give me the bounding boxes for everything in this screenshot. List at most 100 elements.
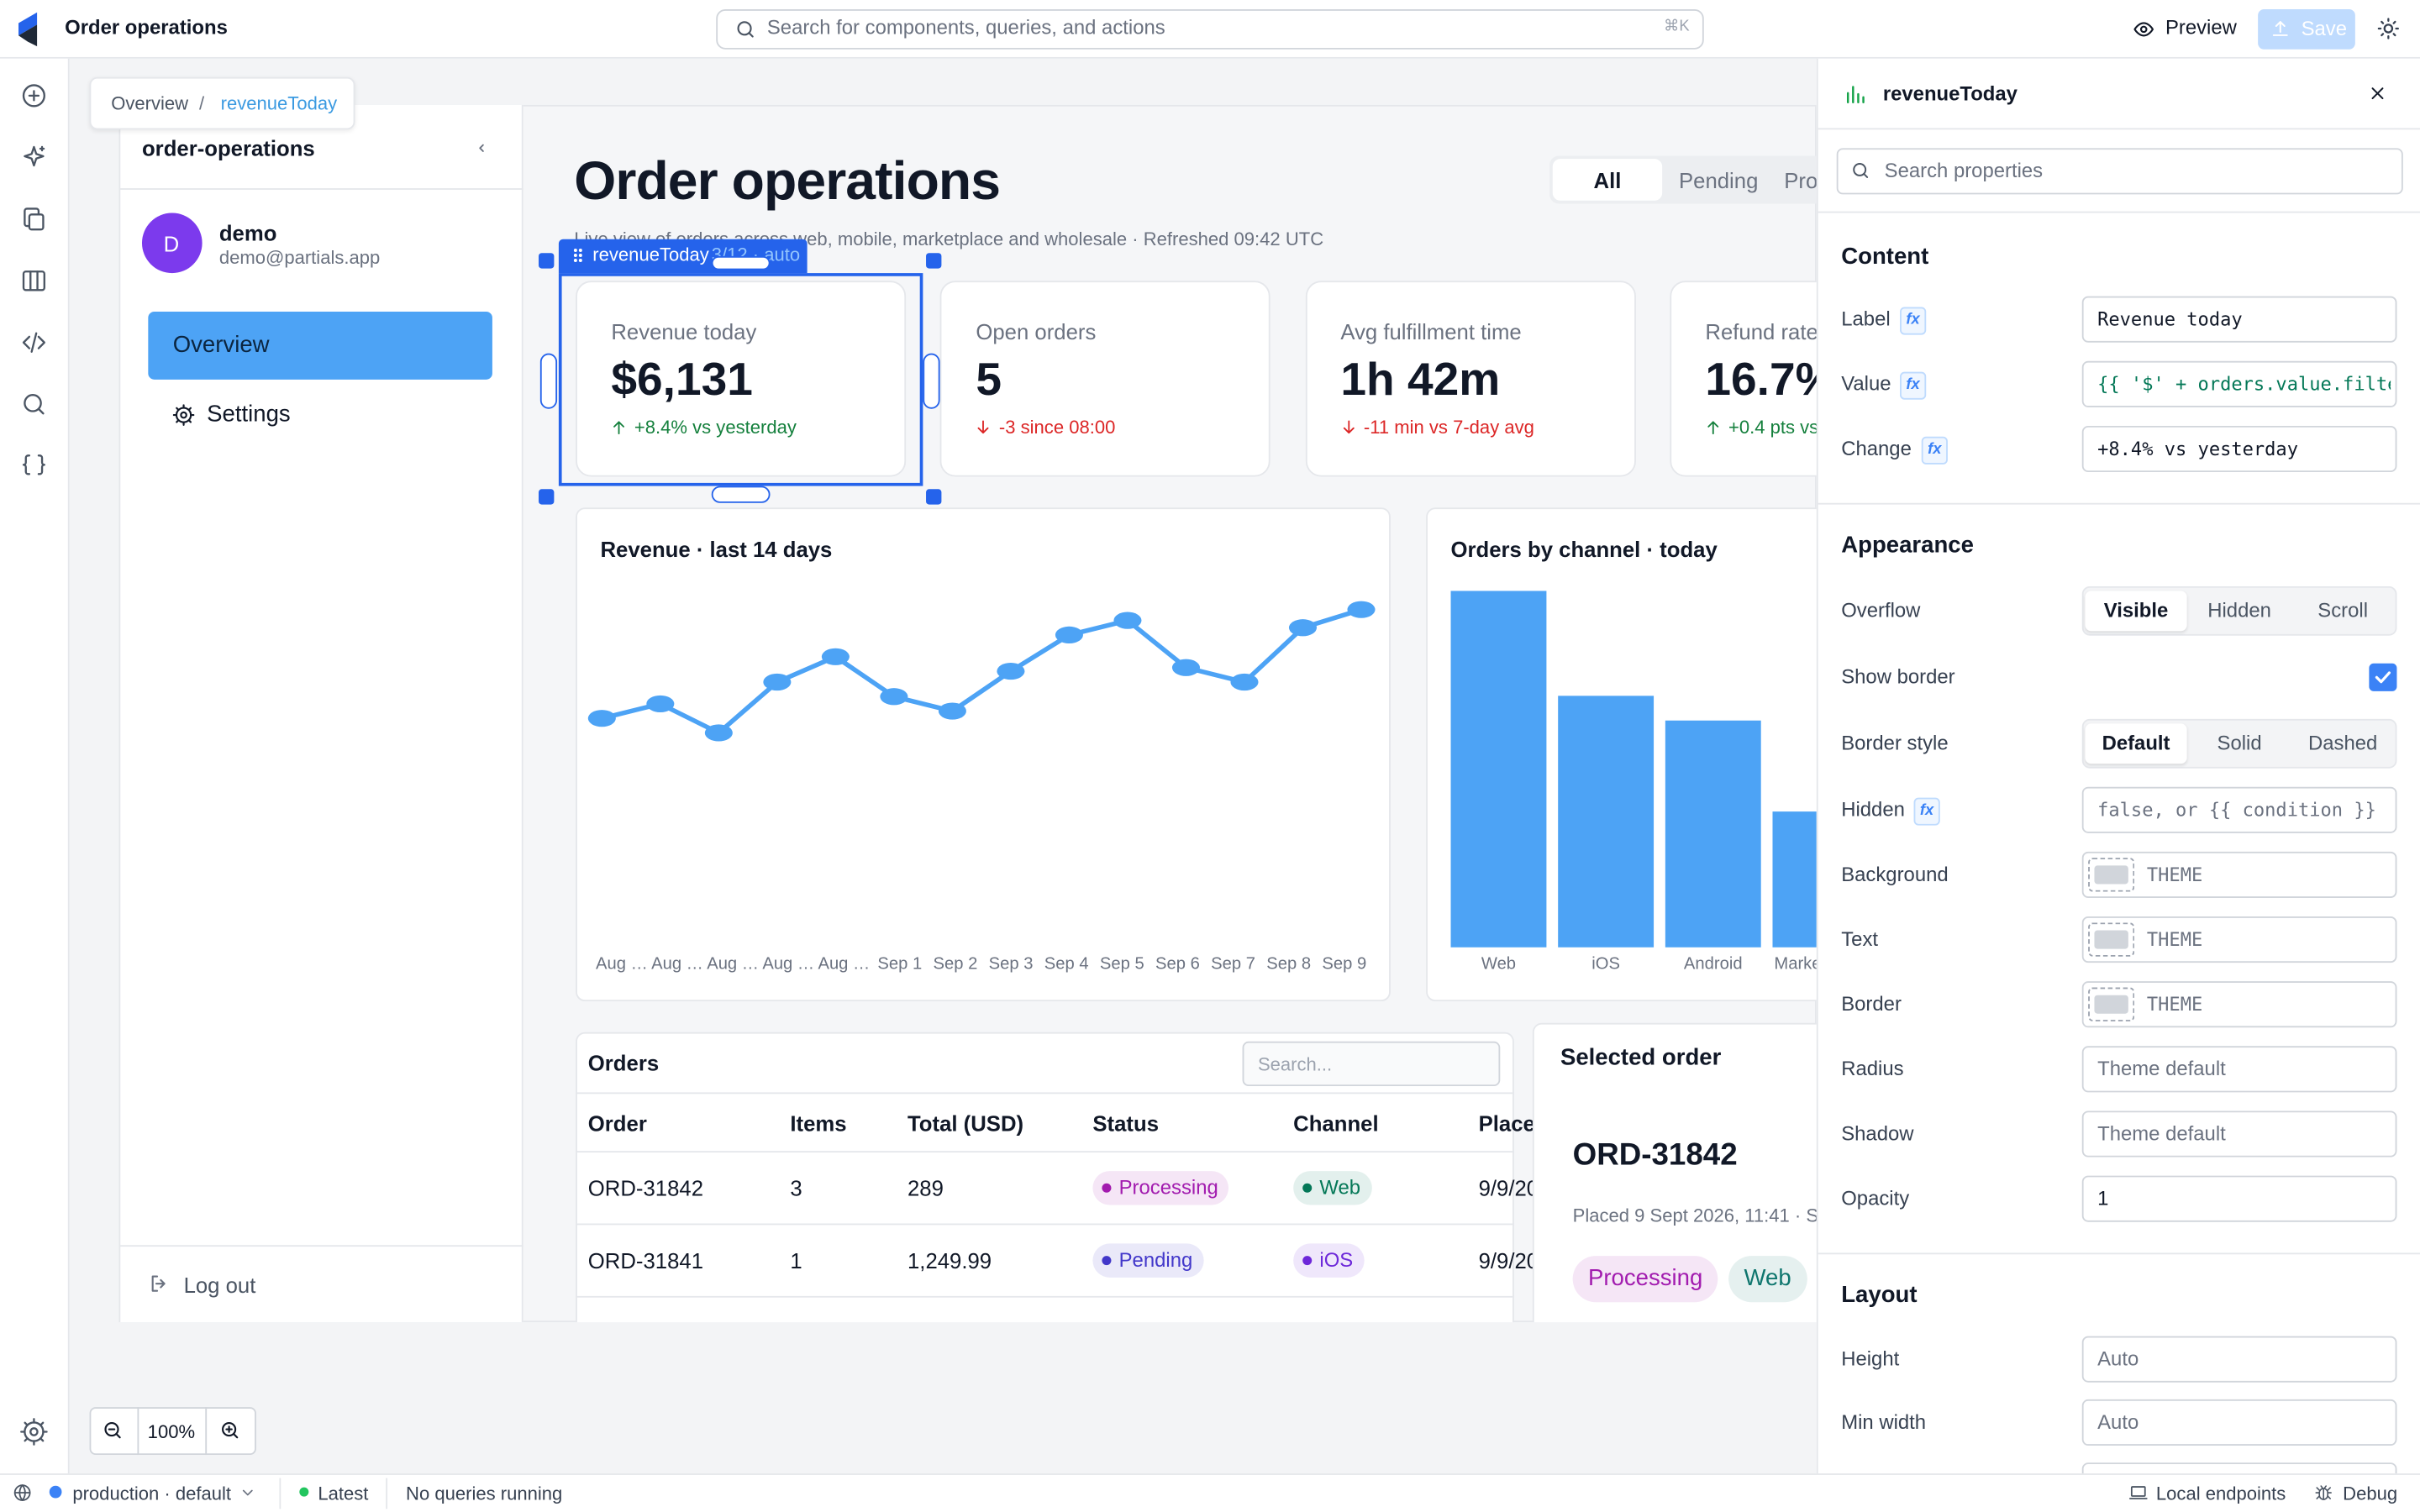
nav-item[interactable]: Settings: [207, 401, 291, 428]
trend-arrow: [1707, 421, 1719, 435]
selection-outline: [558, 273, 923, 486]
data-point: [880, 688, 908, 706]
fx-toggle[interactable]: fx: [1900, 371, 1927, 400]
sidebar: [118, 104, 523, 1323]
fx-toggle[interactable]: fx: [1900, 307, 1927, 335]
icon-part: [748, 32, 754, 38]
line-series: [601, 607, 1362, 736]
component-name: revenueToday: [1882, 81, 2018, 105]
property-input[interactable]: [2081, 786, 2397, 833]
property-search[interactable]: [1836, 148, 2403, 195]
badge: iOS: [1293, 1243, 1365, 1278]
rail-icon: [22, 270, 45, 291]
table-search[interactable]: [1242, 1041, 1501, 1087]
icon-part: [578, 253, 582, 257]
kpi-card[interactable]: [940, 281, 1271, 477]
x-tick-label: Aug 27: [595, 954, 649, 974]
nav-item[interactable]: Overview: [172, 331, 270, 359]
resize-handle-side[interactable]: [923, 353, 940, 409]
icon-part: [479, 144, 484, 152]
icon-part: [28, 90, 40, 102]
search-placeholder: Search for components, queries, and acti…: [766, 15, 1165, 39]
icon-part: [22, 84, 45, 108]
tab[interactable]: Pending: [1678, 168, 1759, 193]
bar: [1665, 720, 1761, 948]
color-value: THEME: [2146, 993, 2203, 1016]
card-title: Selected order: [1560, 1044, 1722, 1071]
tab[interactable]: All: [1593, 168, 1622, 193]
icon-part: [28, 213, 45, 231]
zoom-out: [104, 1422, 121, 1439]
save-button[interactable]: [2258, 9, 2355, 50]
x-tick-label: Web: [1481, 954, 1517, 974]
color-value: THEME: [2146, 864, 2203, 886]
segment-option[interactable]: Scroll: [2317, 598, 2369, 622]
kpi-label: Revenue today: [611, 319, 757, 344]
component-icon: [1846, 86, 1865, 104]
resize-handle[interactable]: [539, 253, 555, 269]
color-value: THEME: [2146, 928, 2203, 951]
property-input[interactable]: [2081, 916, 2397, 963]
data-point: [704, 724, 733, 742]
global-search[interactable]: [716, 9, 1704, 50]
nav-item-active[interactable]: [148, 312, 492, 380]
divider: [1818, 128, 2420, 130]
property-input[interactable]: [2081, 360, 2397, 407]
preview-button[interactable]: Preview: [2165, 15, 2237, 39]
x-tick-label: Sep 6: [1155, 954, 1200, 974]
field-label: Value: [1841, 371, 1891, 396]
kpi-card[interactable]: [576, 281, 907, 477]
property-search-placeholder: Search properties: [1884, 159, 2044, 182]
icon-part: [222, 1422, 237, 1437]
x-tick-label: Aug 30: [762, 954, 815, 974]
kpi-card[interactable]: [1305, 281, 1636, 477]
property-input[interactable]: [2081, 1399, 2397, 1446]
kpi-value: 1h 42m: [1340, 354, 1501, 407]
segment-option[interactable]: Visible: [2103, 598, 2169, 622]
resize-handle-side[interactable]: [539, 353, 558, 409]
badge-dot: [1302, 1256, 1313, 1266]
fx-toggle[interactable]: fx: [1913, 797, 1940, 826]
property-input[interactable]: [2081, 851, 2397, 898]
data-point: [1230, 673, 1259, 691]
kpi-card[interactable]: [1670, 281, 1817, 477]
segment-active-bg: [2085, 591, 2187, 632]
debug-button[interactable]: Debug: [2343, 1483, 2398, 1504]
icon-part: [151, 1275, 166, 1292]
property-input[interactable]: [2081, 1175, 2397, 1222]
resize-handle[interactable]: [926, 253, 942, 269]
resize-handle[interactable]: [926, 489, 942, 505]
fx-toggle[interactable]: fx: [1921, 436, 1948, 465]
property-input[interactable]: [2081, 296, 2397, 343]
logout-button[interactable]: Log out: [183, 1273, 256, 1298]
resize-handle-edge[interactable]: [711, 255, 771, 270]
field-label: Border style: [1841, 731, 1949, 755]
breadcrumb-parent[interactable]: Overview: [111, 92, 189, 114]
icon-part: [2375, 671, 2391, 684]
row-line: [576, 1295, 1514, 1298]
table-search-placeholder: Search...: [1257, 1053, 1333, 1076]
resize-handle[interactable]: [539, 489, 555, 505]
property-input[interactable]: [2081, 981, 2397, 1028]
property-input[interactable]: [2081, 1336, 2397, 1383]
icon-part: [737, 21, 752, 36]
input-placeholder: Theme default: [2097, 1121, 2226, 1145]
field-label: Background: [1841, 862, 1949, 886]
segment-option[interactable]: Default: [2102, 731, 2170, 755]
property-input[interactable]: [2081, 1110, 2397, 1158]
local-endpoints[interactable]: Local endpoints: [2155, 1483, 2286, 1504]
environment[interactable]: production · default: [72, 1483, 232, 1504]
segment-option[interactable]: Hidden: [2207, 598, 2271, 622]
segment-option[interactable]: Dashed: [2308, 731, 2378, 755]
property-input[interactable]: [2081, 1046, 2397, 1093]
icon-part: [22, 270, 45, 291]
resize-handle-edge[interactable]: [711, 486, 771, 503]
checkbox[interactable]: [2369, 663, 2397, 691]
search-icon: [737, 21, 754, 38]
section-title: Layout: [1841, 1282, 1918, 1309]
segment-option[interactable]: Solid: [2217, 731, 2262, 755]
divider: [118, 188, 523, 190]
env-icon: [13, 1484, 31, 1501]
column-header: Items: [790, 1110, 847, 1136]
property-input[interactable]: [2081, 425, 2397, 473]
